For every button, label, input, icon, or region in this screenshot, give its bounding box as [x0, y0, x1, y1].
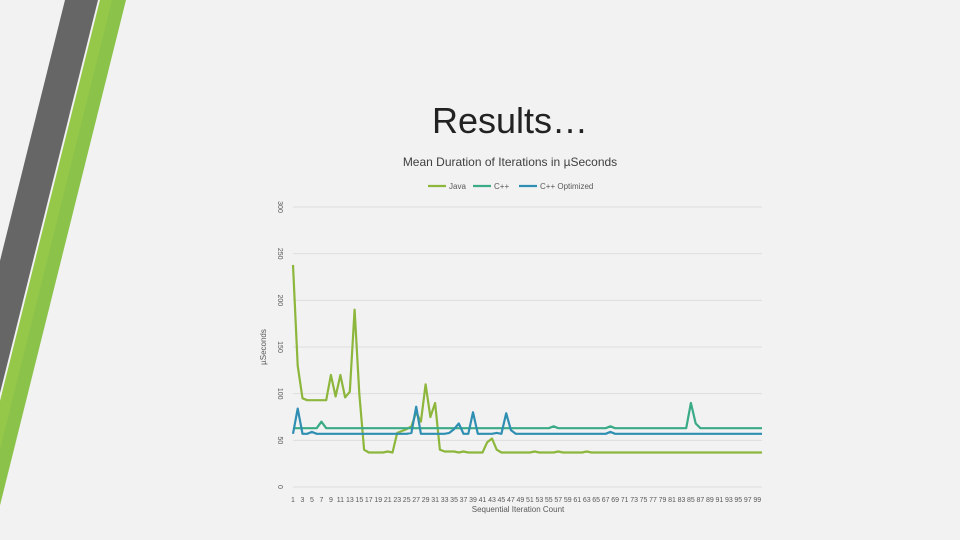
x-tick-label: 91: [715, 497, 723, 504]
x-tick-label: 1: [291, 497, 295, 504]
y-tick-label: 50: [276, 436, 283, 444]
series-line-1: [291, 264, 762, 454]
x-tick-label: 19: [374, 497, 382, 504]
slide-title: Results…: [431, 100, 589, 141]
y-tick-label: 200: [276, 294, 283, 306]
x-tick-label: 49: [516, 497, 524, 504]
x-tick-label: 61: [573, 497, 581, 504]
x-tick-label: 43: [488, 497, 496, 504]
x-tick-label: 21: [384, 497, 392, 504]
x-tick-label: 39: [469, 497, 477, 504]
series-line-3: [291, 405, 762, 435]
x-tick-label: 75: [640, 497, 648, 504]
x-tick-label: 81: [668, 497, 676, 504]
x-tick-label: 5: [310, 497, 314, 504]
x-tick-label: 93: [725, 497, 733, 504]
x-tick-label: 3: [301, 497, 305, 504]
x-tick-label: 71: [621, 497, 629, 504]
x-tick-label: 83: [678, 497, 686, 504]
x-tick-label: 53: [535, 497, 543, 504]
legend-label: C++: [494, 182, 509, 191]
x-tick-label: 31: [431, 497, 439, 504]
chart-legend: Java C++ C++ Optimized: [428, 182, 593, 191]
x-tick-label: 13: [346, 497, 354, 504]
x-tick-label: 67: [602, 497, 610, 504]
y-tick-label: 0: [276, 485, 283, 489]
y-tick-label: 250: [276, 248, 283, 260]
x-tick-label: 57: [554, 497, 562, 504]
x-tick-label: 47: [507, 497, 515, 504]
x-tick-label: 95: [734, 497, 742, 504]
x-tick-label: 51: [526, 497, 534, 504]
x-tick-label: 29: [422, 497, 430, 504]
x-tick-label: 37: [460, 497, 468, 504]
x-tick-label: 35: [450, 497, 458, 504]
x-tick-label: 45: [498, 497, 506, 504]
legend-label: Java: [449, 182, 466, 191]
x-tick-label: 7: [319, 497, 323, 504]
x-tick-label: 65: [592, 497, 600, 504]
legend-label: C++ Optimized: [540, 182, 593, 191]
series-line-2: [293, 401, 762, 430]
x-tick-label: 77: [649, 497, 657, 504]
x-tick-label: 97: [744, 497, 752, 504]
y-tick-label: 100: [276, 388, 283, 400]
x-tick-label: 15: [355, 497, 363, 504]
y-axis-ticks: 0 50 100 150 200 250 300: [276, 201, 283, 489]
x-tick-label: 25: [403, 497, 411, 504]
x-tick-label: 55: [545, 497, 553, 504]
x-tick-label: 9: [329, 497, 333, 504]
y-tick-label: 150: [276, 341, 283, 353]
x-tick-label: 17: [365, 497, 373, 504]
chart-gridlines: [293, 206, 762, 488]
x-axis-ticks: 1 3 5 7 9 11 13 15 17 19 21 23 25 27 29 31 33 35 37 39 41 43 4…: [291, 497, 761, 504]
x-tick-label: 85: [687, 497, 695, 504]
x-tick-label: 79: [659, 497, 667, 504]
chart-series: [291, 264, 762, 454]
x-tick-label: 59: [564, 497, 572, 504]
x-tick-label: 87: [697, 497, 705, 504]
x-tick-label: 33: [441, 497, 449, 504]
x-tick-label: 89: [706, 497, 714, 504]
x-tick-label: 63: [583, 497, 591, 504]
x-tick-label: 41: [479, 497, 487, 504]
x-tick-label: 27: [412, 497, 420, 504]
y-tick-label: 300: [276, 201, 283, 213]
y-axis-title: µSeconds: [259, 329, 268, 365]
x-tick-label: 11: [337, 497, 344, 504]
x-tick-label: 99: [753, 497, 761, 504]
x-tick-label: 69: [611, 497, 619, 504]
chart-title: Mean Duration of Iterations in µSeconds: [403, 155, 617, 169]
x-axis-title: Sequential Iteration Count: [472, 505, 565, 514]
x-tick-label: 73: [630, 497, 638, 504]
x-tick-label: 23: [393, 497, 401, 504]
